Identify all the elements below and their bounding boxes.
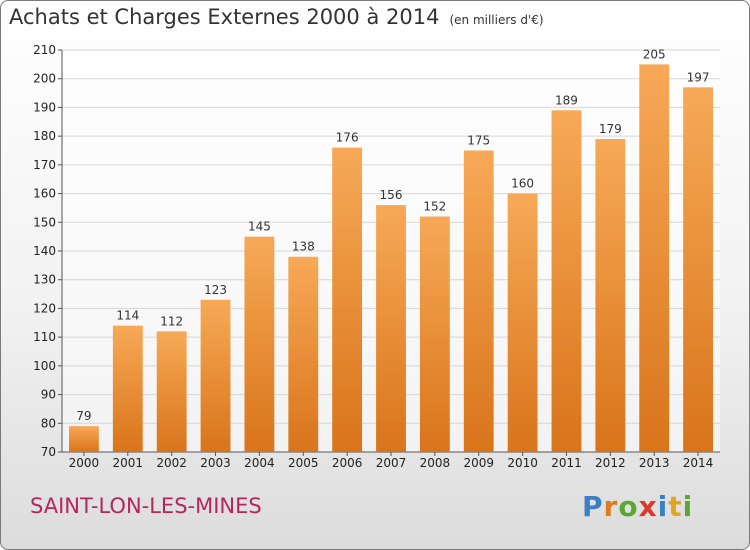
x-tick-label: 2006 [332, 456, 363, 470]
bar-2001 [112, 325, 143, 452]
logo-letter: t [668, 490, 683, 523]
value-label-2008: 152 [423, 200, 446, 214]
bars [69, 64, 713, 453]
value-label-2006: 176 [336, 131, 359, 145]
y-tick-label: 160 [33, 187, 56, 201]
data-labels: 79 114 112 123 145 138 176 156 152 175 160 189 179 20… [76, 47, 709, 423]
logo-letter: i [657, 490, 669, 523]
value-label-2010: 160 [511, 177, 534, 191]
value-label-2003: 123 [204, 283, 227, 297]
value-label-2002: 112 [160, 314, 183, 328]
bar-2010 [507, 193, 538, 453]
bar-2012 [595, 139, 626, 452]
value-label-2014: 197 [687, 70, 710, 84]
bar-2007 [376, 205, 406, 452]
bar-2002 [156, 331, 187, 452]
value-label-2000: 79 [76, 409, 91, 423]
x-tick-label: 2000 [69, 456, 100, 470]
value-label-2011: 189 [555, 93, 578, 107]
logo-letter: r [603, 490, 619, 523]
x-tick-label: 2014 [683, 456, 714, 470]
logo-letter: P [582, 490, 604, 523]
bar-2006 [332, 147, 363, 452]
chart-unit: (en milliers d'€) [449, 13, 544, 27]
bar-2000 [69, 426, 99, 452]
y-tick-label: 100 [33, 359, 56, 373]
logo-letter: o [618, 490, 639, 523]
logo-letter: x [638, 490, 658, 523]
x-tick-label: 2010 [507, 456, 538, 470]
x-tick-label: 2009 [463, 456, 494, 470]
value-label-2005: 138 [292, 240, 315, 254]
value-label-2007: 156 [380, 188, 403, 202]
chart-title-block: Achats et Charges Externes 2000 à 2014 (e… [9, 5, 544, 29]
bar-2004 [244, 236, 275, 452]
x-tick-label: 2004 [244, 456, 275, 470]
value-label-2001: 114 [116, 309, 139, 323]
x-tick-label: 2012 [595, 456, 626, 470]
commune-name: SAINT-LON-LES-MINES [30, 494, 262, 518]
x-tick-label: 2011 [551, 456, 582, 470]
x-tick-label: 2007 [376, 456, 407, 470]
chart-title: Achats et Charges Externes 2000 à 2014 [9, 5, 440, 29]
bar-2008 [419, 216, 450, 452]
value-label-2004: 145 [248, 220, 271, 234]
logo-letter: i [682, 490, 694, 523]
value-label-2013: 205 [643, 47, 666, 61]
y-tick-label: 180 [33, 129, 56, 143]
bar-2005 [288, 256, 319, 452]
value-label-2009: 175 [467, 134, 490, 148]
y-tick-label: 70 [41, 445, 56, 459]
y-tick-label: 190 [33, 100, 56, 114]
y-tick-label: 170 [33, 158, 56, 172]
x-tick-label: 2005 [288, 456, 319, 470]
y-tick-label: 80 [41, 416, 56, 430]
x-tick-label: 2013 [639, 456, 670, 470]
y-tick-label: 130 [33, 273, 56, 287]
x-tick-label: 2002 [156, 456, 187, 470]
y-tick-label: 120 [33, 301, 56, 315]
y-tick-label: 150 [33, 215, 56, 229]
x-tick-label: 2001 [113, 456, 144, 470]
x-tick-label: 2003 [200, 456, 231, 470]
bar-2009 [463, 150, 494, 452]
value-label-2012: 179 [599, 122, 622, 136]
bar-2014 [683, 87, 713, 452]
bar-2003 [200, 299, 231, 452]
y-tick-label: 210 [33, 43, 56, 57]
y-tick-label: 90 [41, 388, 56, 402]
y-tick-label: 140 [33, 244, 56, 258]
y-tick-label: 200 [33, 72, 56, 86]
x-tick-label: 2008 [420, 456, 451, 470]
y-tick-label: 110 [33, 330, 56, 344]
bar-2011 [551, 110, 582, 453]
proxiti-logo[interactable]: Proxiti [582, 490, 693, 523]
bar-2013 [639, 64, 670, 452]
